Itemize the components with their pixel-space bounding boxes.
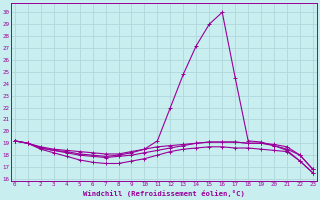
X-axis label: Windchill (Refroidissement éolien,°C): Windchill (Refroidissement éolien,°C) — [83, 190, 245, 197]
